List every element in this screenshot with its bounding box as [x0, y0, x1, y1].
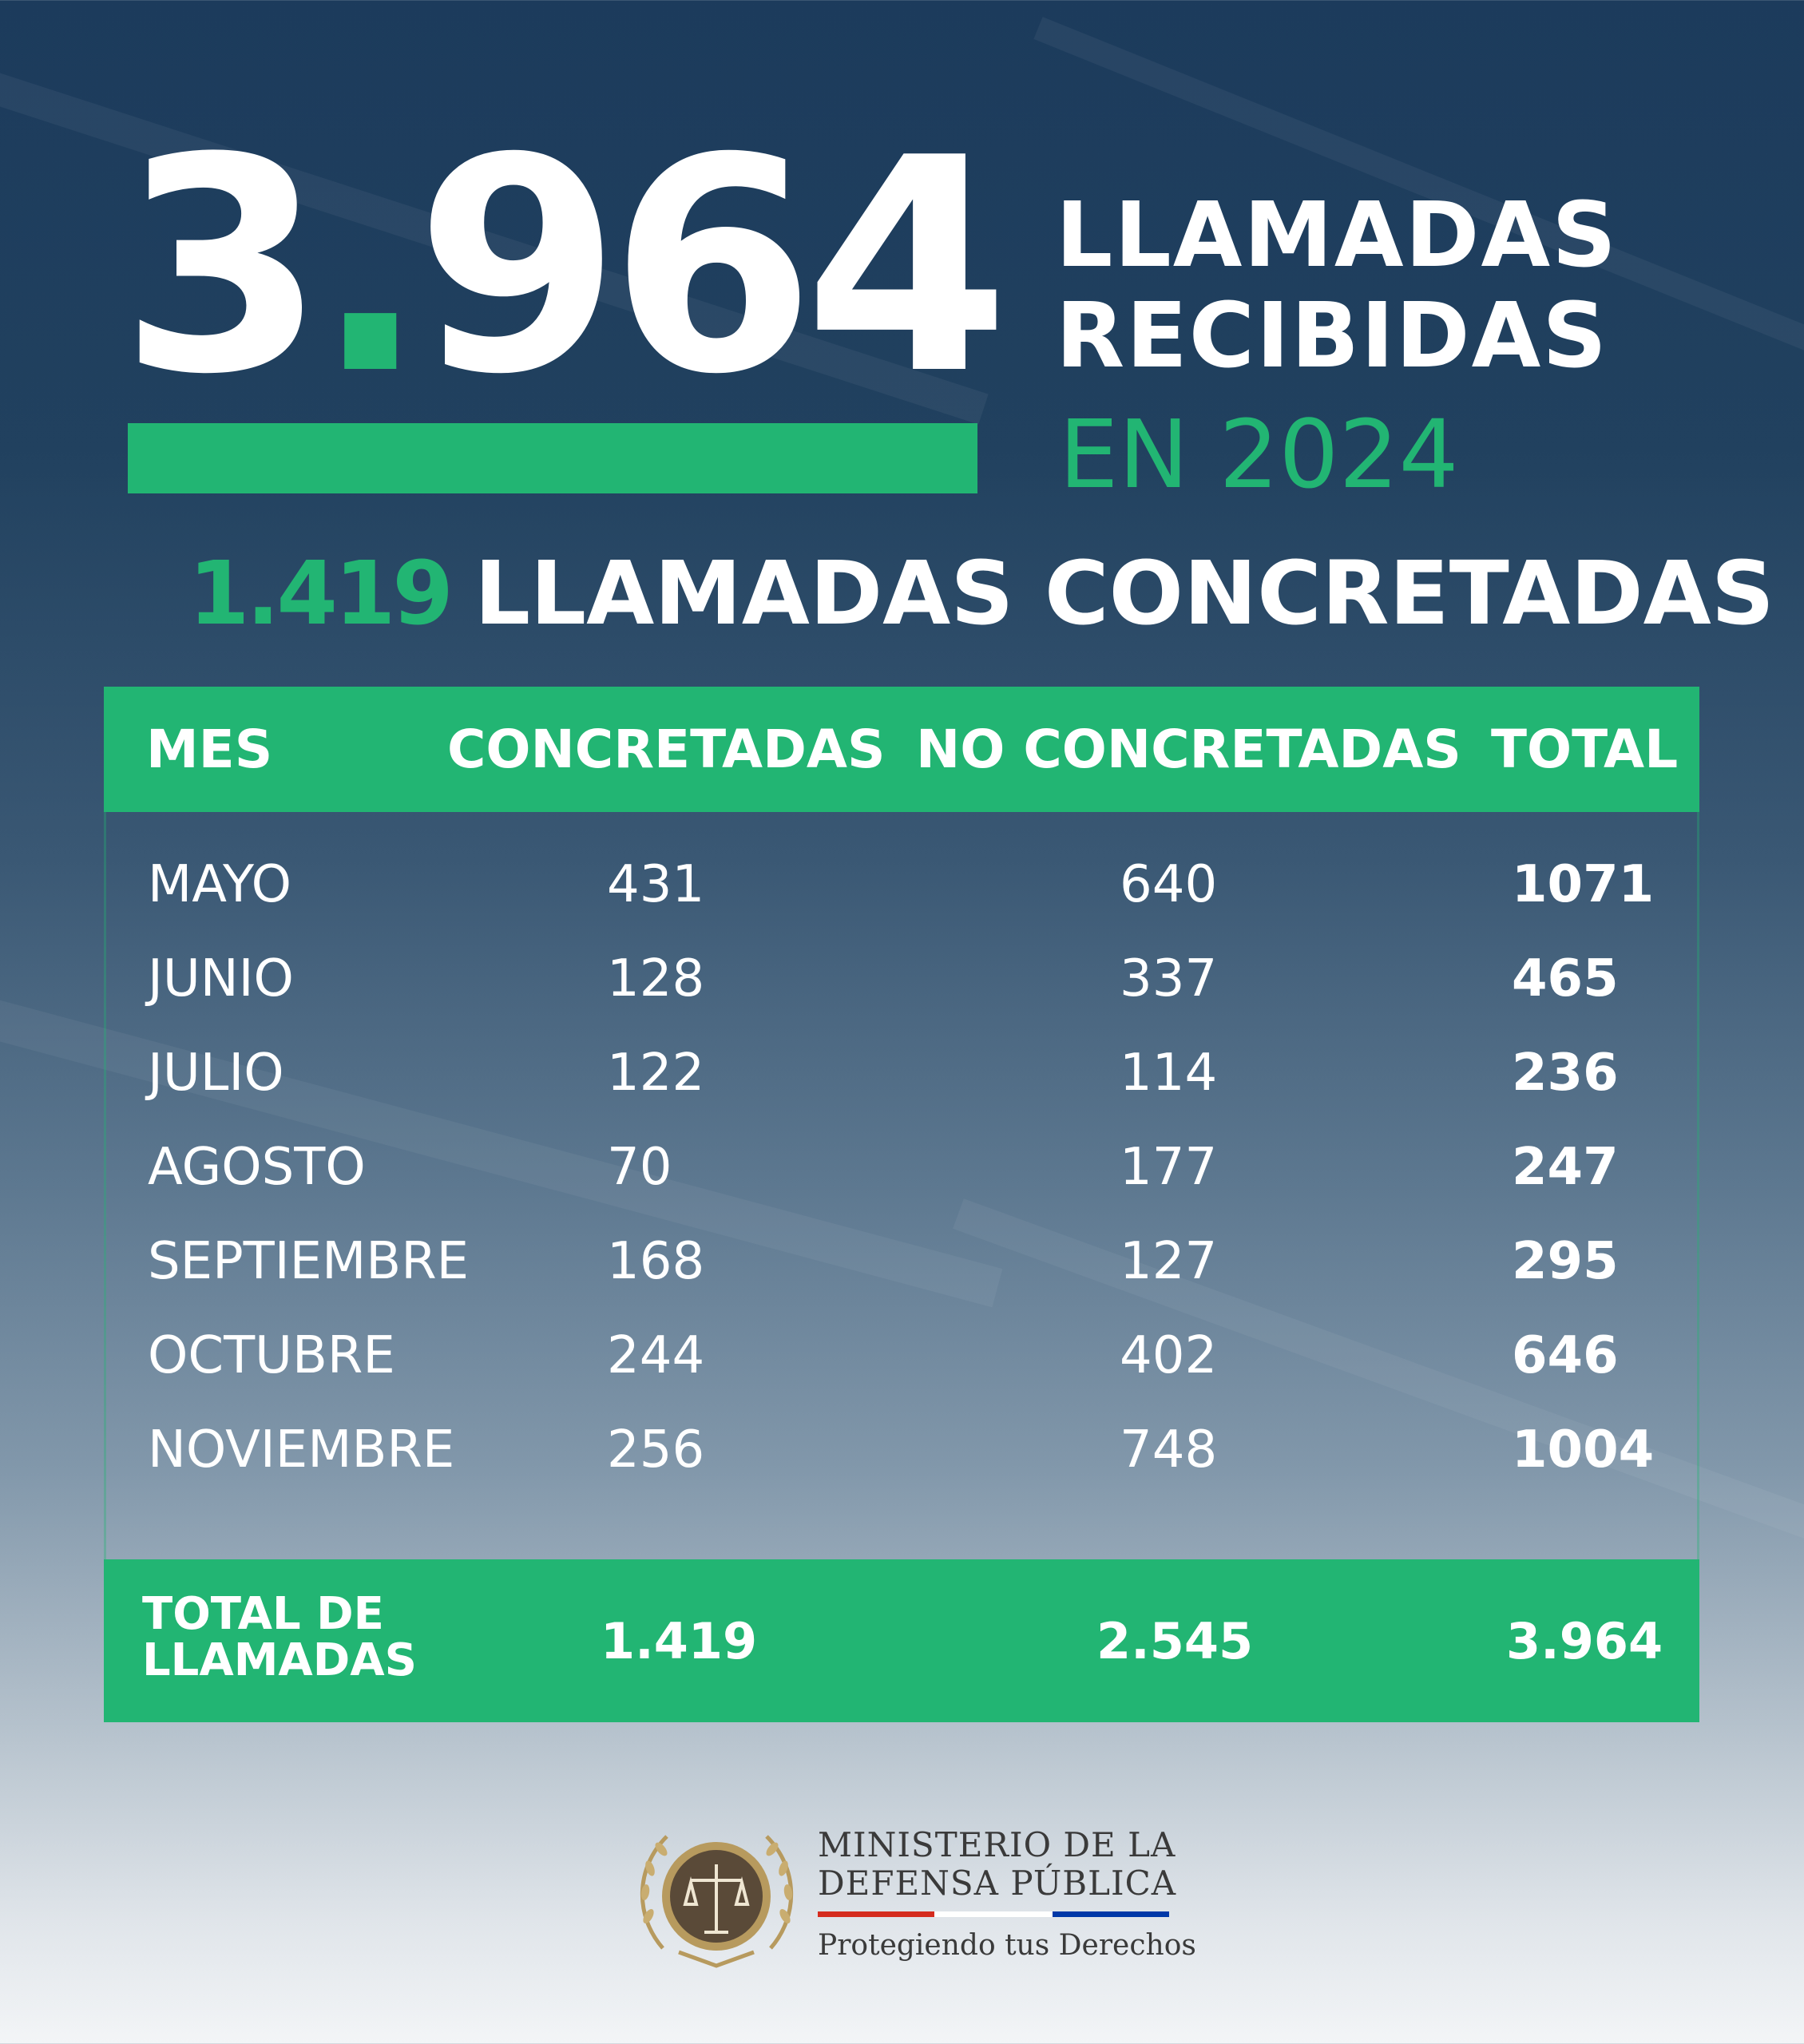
- flag-stripe-blue: [1053, 1911, 1169, 1917]
- table-row: NOVIEMBRE 256 748 1004: [104, 1403, 1699, 1497]
- total-calls-number: 3.964: [120, 120, 1009, 415]
- flag-stripe: [818, 1911, 1169, 1917]
- cell-concretadas: 244: [607, 1326, 705, 1385]
- accent-bar: [128, 423, 977, 493]
- total-calls-number-separator: .: [314, 96, 426, 439]
- org-name-line-1: MINISTERIO DE LA: [818, 1825, 1176, 1864]
- concretadas-label: LLAMADAS CONCRETADAS: [474, 542, 1774, 644]
- footer-no-concretadas: 2.545: [1096, 1612, 1254, 1670]
- table-row: AGOSTO 70 177 247: [104, 1120, 1699, 1214]
- headline-year: EN 2024: [1059, 399, 1459, 509]
- org-tagline: Protegiendo tus Derechos: [818, 1929, 1196, 1962]
- headline-line-1: LLAMADAS: [1056, 184, 1618, 287]
- cell-no-concretadas: 337: [1120, 949, 1218, 1008]
- headline: LLAMADAS RECIBIDAS: [1056, 185, 1618, 386]
- cell-mes: JUNIO: [148, 949, 294, 1008]
- cell-total: 1071: [1512, 855, 1655, 914]
- header-no-concretadas: NO CONCRETADAS: [916, 719, 1461, 780]
- table-row: JUNIO 128 337 465: [104, 932, 1699, 1026]
- cell-no-concretadas: 402: [1120, 1326, 1218, 1385]
- cell-concretadas: 431: [607, 855, 705, 914]
- concretadas-count: 1.419: [188, 542, 454, 644]
- cell-mes: AGOSTO: [148, 1138, 366, 1197]
- cell-mes: OCTUBRE: [148, 1326, 395, 1385]
- header-concretadas: CONCRETADAS: [447, 719, 886, 780]
- headline-line-2: RECIBIDAS: [1056, 284, 1608, 388]
- cell-total: 295: [1512, 1232, 1619, 1291]
- cell-no-concretadas: 177: [1120, 1138, 1218, 1197]
- footer-total: 3.964: [1506, 1612, 1663, 1670]
- cell-concretadas: 168: [607, 1232, 705, 1291]
- cell-concretadas: 70: [607, 1138, 672, 1197]
- footer-label-line-1: TOTAL DE: [142, 1588, 384, 1640]
- cell-mes: NOVIEMBRE: [148, 1420, 455, 1480]
- cell-total: 465: [1512, 949, 1619, 1008]
- table-row: JULIO 122 114 236: [104, 1026, 1699, 1120]
- cell-no-concretadas: 748: [1120, 1420, 1218, 1480]
- cell-mes: MAYO: [148, 855, 291, 914]
- concretadas-subhead: 1.419 LLAMADAS CONCRETADAS: [188, 549, 1774, 637]
- table-row: MAYO 431 640 1071: [104, 838, 1699, 932]
- table-header: MES CONCRETADAS NO CONCRETADAS TOTAL: [104, 687, 1699, 812]
- org-name-line-2: DEFENSA PÚBLICA: [818, 1864, 1177, 1903]
- cell-total: 1004: [1512, 1420, 1655, 1480]
- footer-label: TOTAL DE LLAMADAS: [142, 1591, 417, 1684]
- flag-stripe-white: [934, 1911, 1053, 1917]
- cell-concretadas: 256: [607, 1420, 705, 1480]
- cell-concretadas: 128: [607, 949, 705, 1008]
- scales-of-justice-seal-icon: [631, 1820, 803, 1972]
- table-row: OCTUBRE 244 402 646: [104, 1309, 1699, 1403]
- cell-no-concretadas: 640: [1120, 855, 1218, 914]
- footer-label-line-2: LLAMADAS: [142, 1634, 417, 1686]
- total-calls-number-thousands: 3: [120, 96, 325, 439]
- header-total: TOTAL: [1491, 719, 1679, 780]
- cell-total: 236: [1512, 1044, 1619, 1103]
- cell-no-concretadas: 127: [1120, 1232, 1218, 1291]
- cell-mes: SEPTIEMBRE: [148, 1232, 470, 1291]
- cell-no-concretadas: 114: [1120, 1044, 1218, 1103]
- cell-total: 646: [1512, 1326, 1619, 1385]
- flag-stripe-red: [818, 1911, 934, 1917]
- total-calls-number-units: 964: [415, 96, 1009, 439]
- table-row: SEPTIEMBRE 168 127 295: [104, 1214, 1699, 1309]
- cell-mes: JULIO: [148, 1044, 284, 1103]
- footer-concretadas: 1.419: [601, 1612, 758, 1670]
- header-mes: MES: [146, 719, 273, 780]
- cell-concretadas: 122: [607, 1044, 705, 1103]
- cell-total: 247: [1512, 1138, 1619, 1197]
- table-footer-totals: TOTAL DE LLAMADAS 1.419 2.545 3.964: [104, 1559, 1699, 1722]
